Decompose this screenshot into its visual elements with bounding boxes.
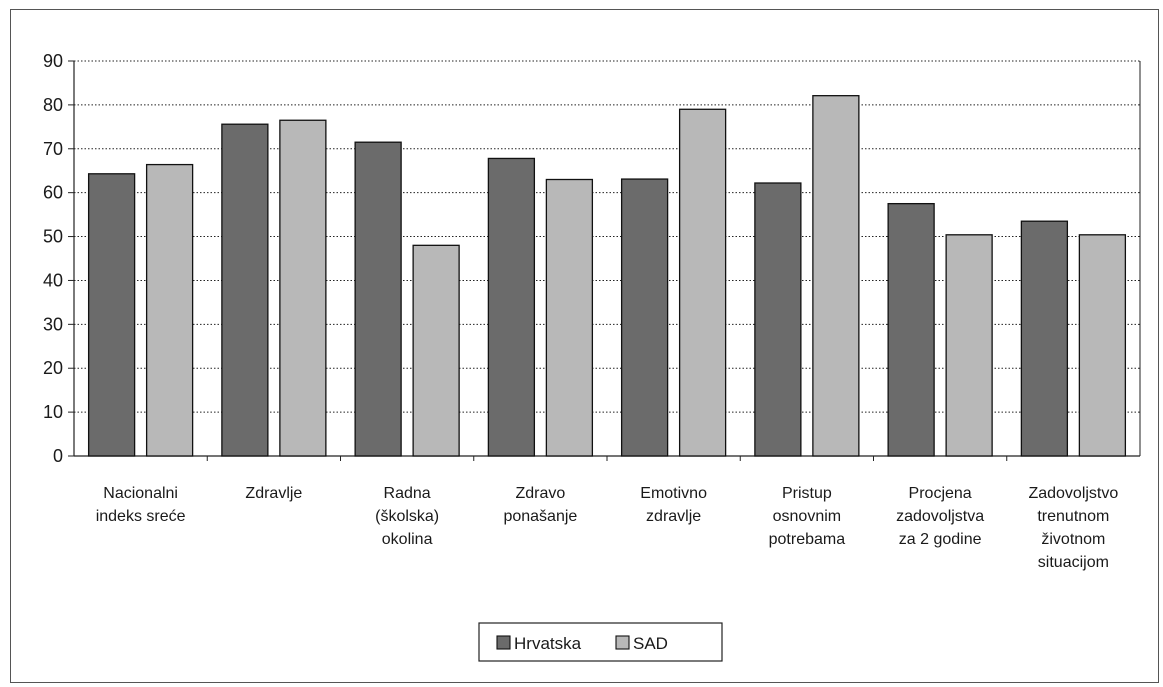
bar-hrvatska-6 xyxy=(887,202,935,457)
category-label-2: Radna (školska) okolina xyxy=(375,485,439,548)
y-tick-label-70: 70 xyxy=(43,139,63,159)
category-label-line: zdravlje xyxy=(646,508,701,525)
y-tick-label-30: 30 xyxy=(43,314,63,334)
bar-hrvatska-7 xyxy=(1020,220,1069,457)
bar-sad-1 xyxy=(279,119,327,457)
y-tick-label-10: 10 xyxy=(43,402,63,422)
bar-sad-6 xyxy=(945,234,993,457)
bar-sad-3 xyxy=(545,178,594,457)
category-label-line: Nacionalni xyxy=(103,485,178,502)
category-label-3: Zdravo ponašanje xyxy=(503,485,577,525)
category-label-line: Zdravlje xyxy=(245,485,302,502)
category-label-line: Zadovoljstvo xyxy=(1028,485,1118,502)
legend-swatch-sad xyxy=(615,635,630,650)
category-label-line: ponašanje xyxy=(503,508,577,525)
category-label-4: Emotivno zdravlje xyxy=(640,485,707,525)
y-tick-label-90: 90 xyxy=(43,51,63,71)
legend-label-sad: SAD xyxy=(633,634,668,653)
bar-sad-2 xyxy=(412,244,460,457)
bar-sad-4 xyxy=(678,108,727,457)
bar-hrvatska-0 xyxy=(87,173,136,457)
legend-swatch-hrvatska xyxy=(496,635,511,650)
category-label-line: okolina xyxy=(382,531,433,548)
category-label-line: Zdravo xyxy=(515,485,565,502)
bar-sad-0 xyxy=(145,163,194,457)
y-tick-label-40: 40 xyxy=(43,270,63,290)
category-label-line: Emotivno xyxy=(640,485,707,502)
legend-label-hrvatska: Hrvatska xyxy=(514,634,582,653)
category-label-line: Pristup xyxy=(782,485,832,502)
category-label-line: (školska) xyxy=(375,508,439,525)
y-tick-label-20: 20 xyxy=(43,358,63,378)
category-label-line: situacijom xyxy=(1038,554,1109,571)
bar-sad-7 xyxy=(1078,234,1127,457)
legend-box xyxy=(478,622,723,662)
bar-hrvatska-2 xyxy=(354,141,402,457)
bar-hrvatska-5 xyxy=(754,182,802,457)
y-tick-label-50: 50 xyxy=(43,227,63,247)
category-label-0: Nacionalni indeks sreće xyxy=(96,485,186,525)
y-tick-label-0: 0 xyxy=(53,446,63,466)
y-tick-label-60: 60 xyxy=(43,183,63,203)
category-label-line: zadovoljstva xyxy=(896,508,984,525)
bar-hrvatska-1 xyxy=(221,123,269,457)
bar-hrvatska-3 xyxy=(487,157,536,457)
category-label-line: za 2 godine xyxy=(899,531,982,548)
category-label-line: trenutnom xyxy=(1037,508,1109,525)
bar-hrvatska-4 xyxy=(620,178,669,457)
category-label-line: osnovnim xyxy=(773,508,841,525)
y-tick-label-80: 80 xyxy=(43,95,63,115)
category-label-line: Radna xyxy=(384,485,431,502)
category-label-5: Pristup osnovnim potrebama xyxy=(769,485,846,548)
category-label-line: životnom xyxy=(1041,531,1105,548)
category-label-6: Procjena zadovoljstva za 2 godine xyxy=(896,485,984,548)
category-label-1: Zdravlje xyxy=(245,485,302,502)
bar-sad-5 xyxy=(812,95,860,457)
category-label-7: Zadovoljstvo trenutnom životnom situacijom xyxy=(1028,485,1118,571)
category-label-line: Procjena xyxy=(909,485,972,502)
category-label-line: potrebama xyxy=(769,531,846,548)
category-label-line: indeks sreće xyxy=(96,508,186,525)
